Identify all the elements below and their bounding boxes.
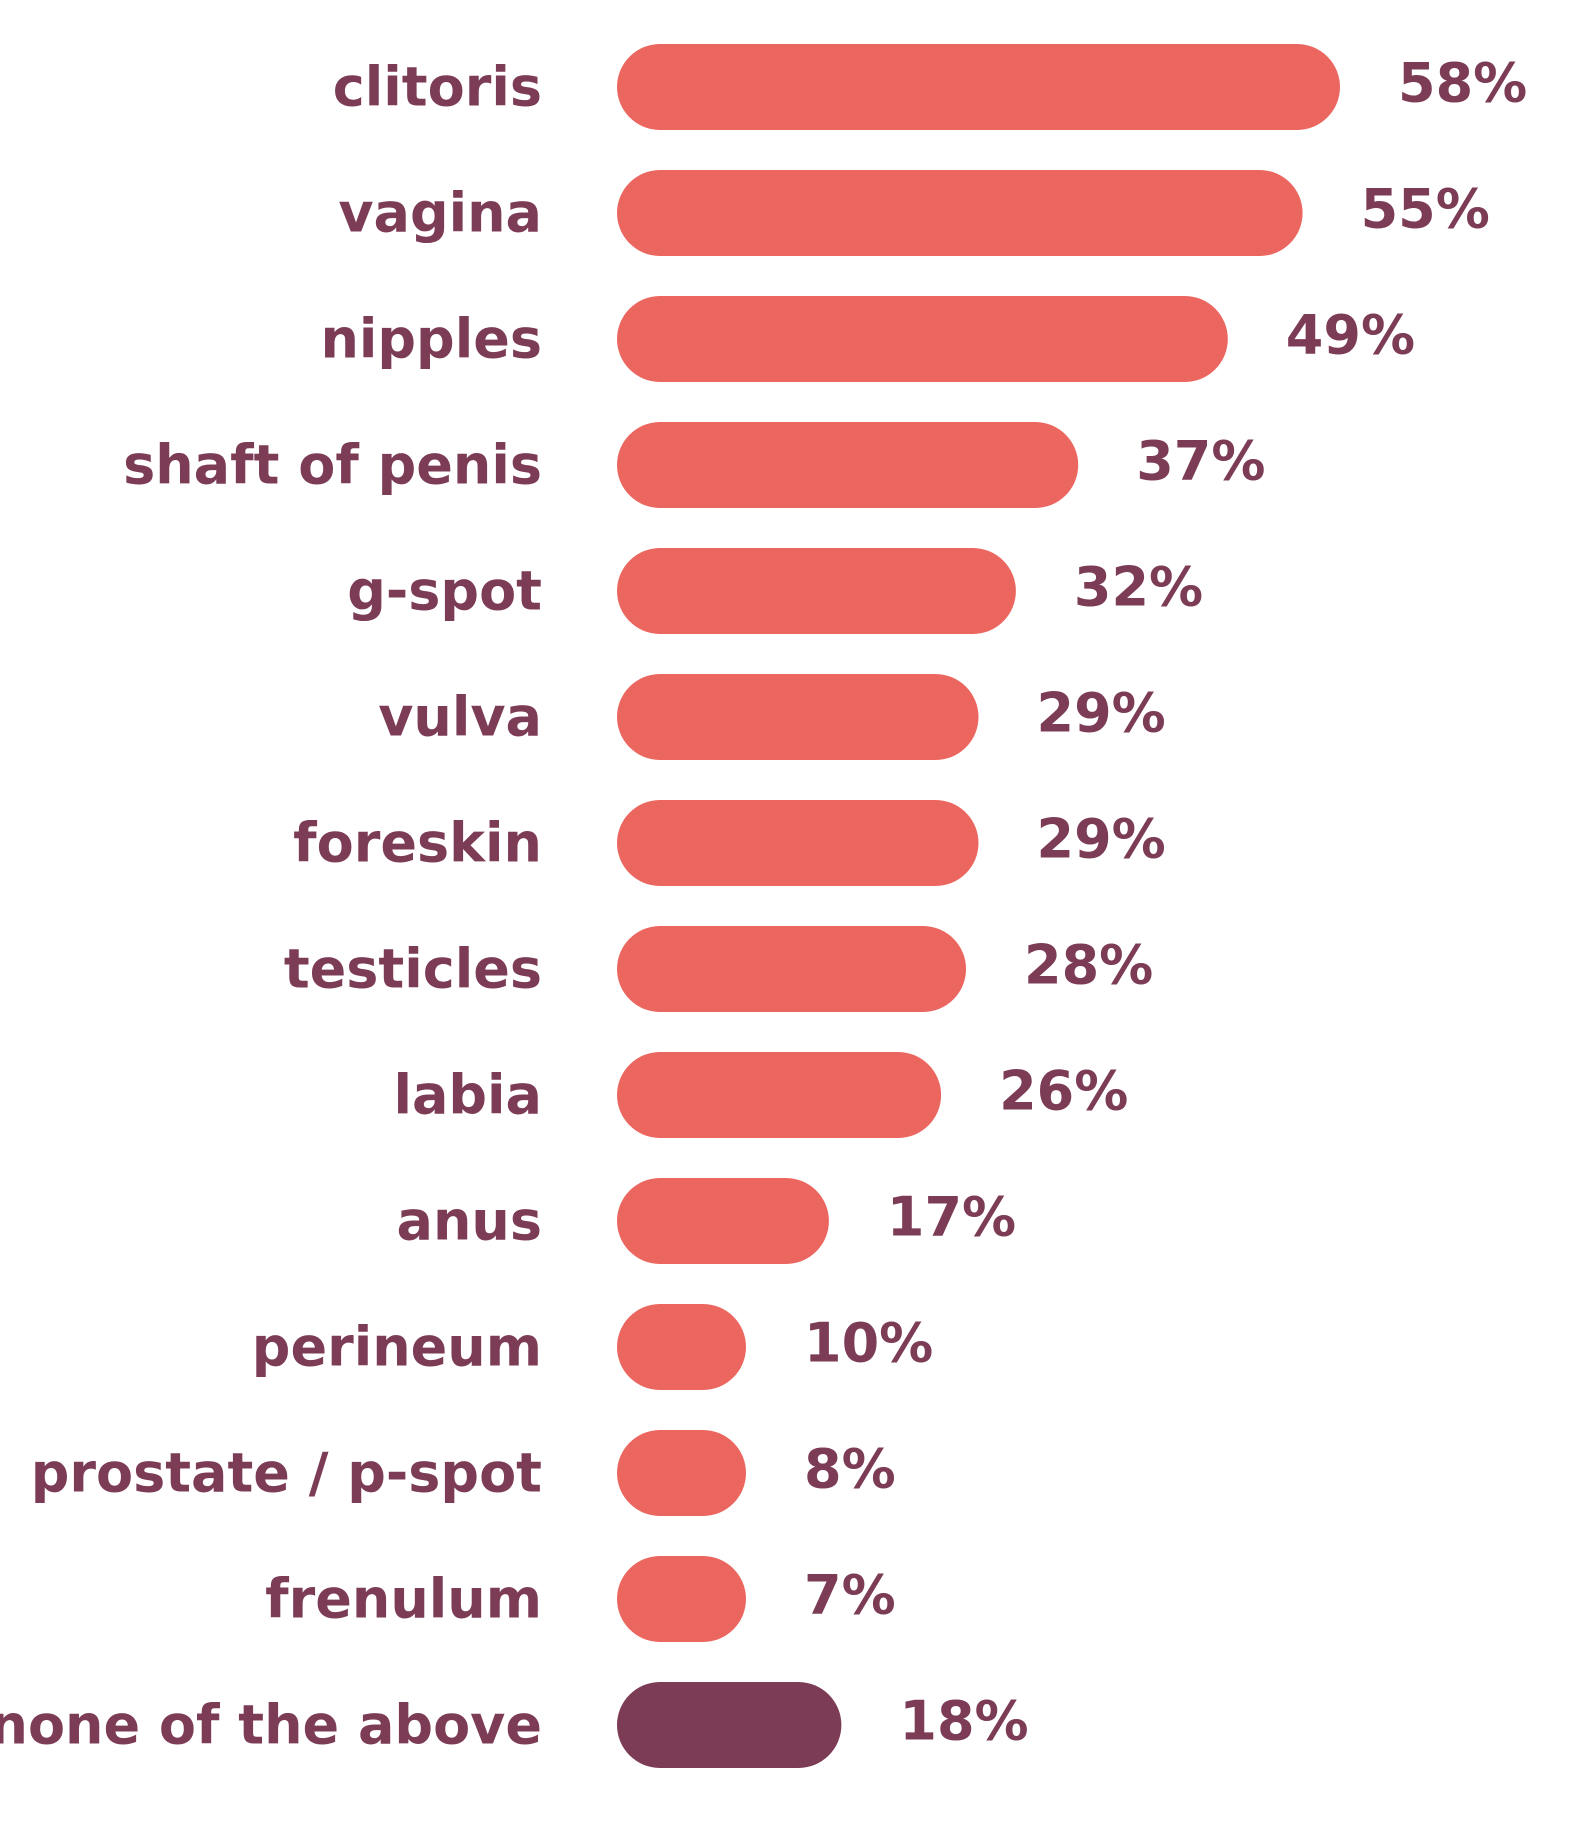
bar-none-of-the-above bbox=[617, 1682, 842, 1768]
value-labels: 58% 55% 49% 37% 32% 29% 29% 28% 26% 17% 10% 8% 7%18% bbox=[804, 52, 1527, 1753]
category-label-vulva: vulva bbox=[378, 686, 542, 749]
category-label-none-of-the-above: none of the above bbox=[0, 1694, 542, 1757]
bar-g-spot bbox=[617, 548, 1016, 634]
value-label-vagina: 55% bbox=[1361, 178, 1490, 241]
category-label-clitoris: clitoris bbox=[333, 56, 542, 119]
value-label-prostate-p-spot: 8% bbox=[804, 1438, 896, 1501]
value-label-vulva: 29% bbox=[1037, 682, 1166, 745]
category-label-labia: labia bbox=[393, 1064, 542, 1127]
value-label-nipples: 49% bbox=[1286, 304, 1415, 367]
value-label-g-spot: 32% bbox=[1074, 556, 1203, 619]
category-label-vagina: vagina bbox=[338, 182, 542, 245]
bar-prostate-p-spot bbox=[617, 1430, 746, 1516]
category-label-foreskin: foreskin bbox=[293, 812, 542, 875]
value-label-frenulum: 7% bbox=[804, 1564, 896, 1627]
value-label-labia: 26% bbox=[999, 1060, 1128, 1123]
category-label-perineum: perineum bbox=[252, 1316, 542, 1379]
value-label-shaft-of-penis: 37% bbox=[1136, 430, 1265, 493]
category-label-prostate-p-spot: prostate / p-spot bbox=[31, 1442, 542, 1505]
bar-vulva bbox=[617, 674, 979, 760]
value-label-none-of-the-above: 18% bbox=[899, 1690, 1028, 1753]
value-label-perineum: 10% bbox=[804, 1312, 933, 1375]
category-label-nipples: nipples bbox=[320, 308, 542, 371]
category-label-frenulum: frenulum bbox=[265, 1568, 542, 1631]
bar-foreskin bbox=[617, 800, 979, 886]
bar-nipples bbox=[617, 296, 1228, 382]
category-labels: clitoris vagina nipples shaft of penis g-spo… bbox=[0, 56, 542, 1757]
value-label-testicles: 28% bbox=[1024, 934, 1153, 997]
category-label-g-spot: g-spot bbox=[347, 560, 542, 623]
bar-labia bbox=[617, 1052, 942, 1138]
bar-shaft-of-penis bbox=[617, 422, 1079, 508]
bar-perineum bbox=[617, 1304, 746, 1390]
value-label-foreskin: 29% bbox=[1037, 808, 1166, 871]
value-label-clitoris: 58% bbox=[1398, 52, 1527, 115]
category-label-testicles: testicles bbox=[284, 938, 542, 1001]
value-label-anus: 17% bbox=[887, 1186, 1016, 1249]
bar-testicles bbox=[617, 926, 967, 1012]
bar-frenulum bbox=[617, 1556, 746, 1642]
bar-anus bbox=[617, 1178, 829, 1264]
bar-vagina bbox=[617, 170, 1303, 256]
category-label-shaft-of-penis: shaft of penis bbox=[123, 434, 542, 497]
bar-clitoris bbox=[617, 44, 1340, 130]
category-label-anus: anus bbox=[397, 1190, 542, 1253]
bars bbox=[617, 44, 1340, 1768]
